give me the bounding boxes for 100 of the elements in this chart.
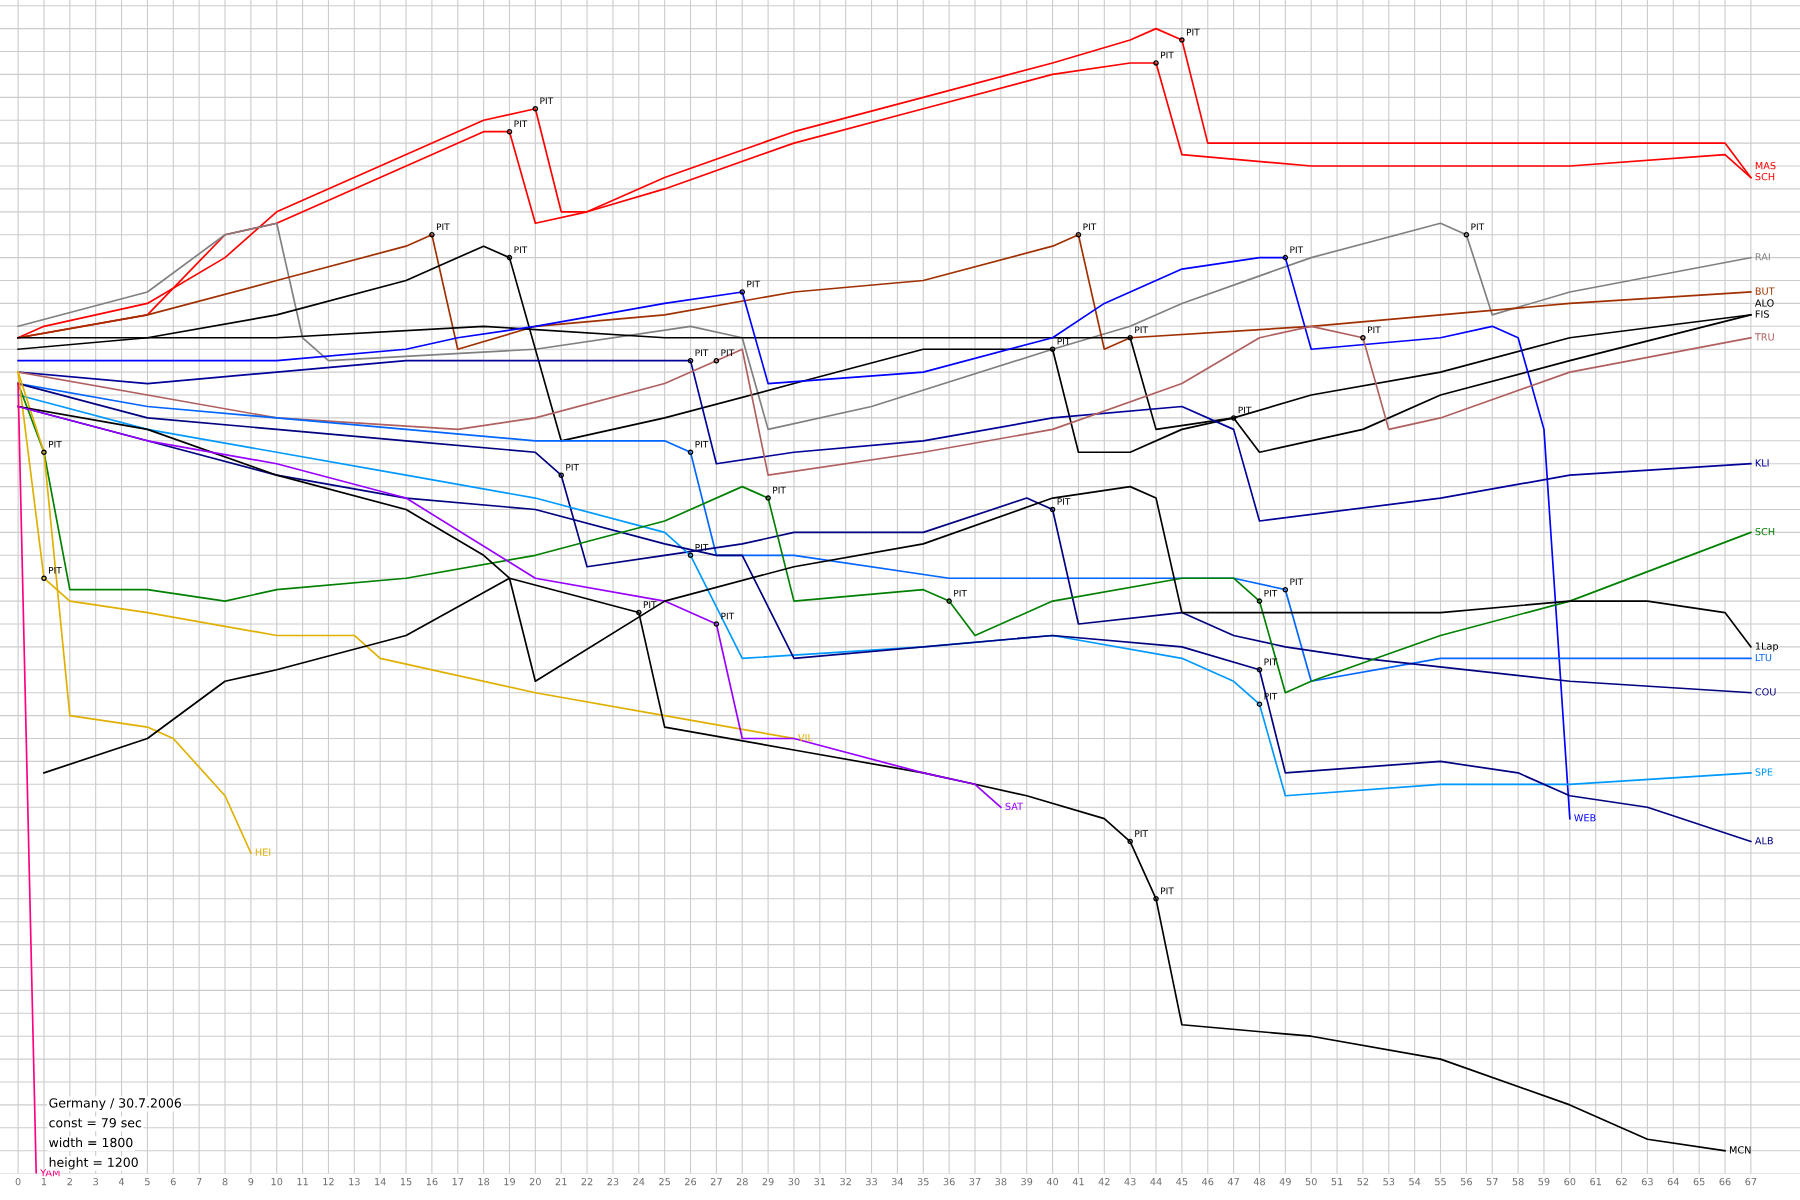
x-tick-label: 34 xyxy=(891,1177,904,1186)
x-tick-label: 49 xyxy=(1279,1177,1291,1186)
x-tick-label: 52 xyxy=(1357,1177,1369,1186)
x-tick-label: 56 xyxy=(1460,1177,1472,1186)
series-label: COU xyxy=(1755,688,1776,696)
x-tick-label: 29 xyxy=(762,1177,774,1186)
x-tick-label: 6 xyxy=(170,1177,176,1186)
series-label: RAI xyxy=(1755,253,1770,261)
annotation: PIT xyxy=(1471,223,1485,231)
annotation: PIT xyxy=(1057,337,1071,345)
x-tick-label: 41 xyxy=(1072,1178,1084,1186)
annotation: PIT xyxy=(721,612,735,620)
x-tick-label: 66 xyxy=(1719,1177,1731,1186)
series-label: 1Lap xyxy=(1755,642,1779,652)
x-tick-label: 50 xyxy=(1305,1177,1317,1186)
x-tick-label: 37 xyxy=(969,1177,981,1186)
x-tick-label: 48 xyxy=(1253,1177,1265,1186)
x-tick-label: 13 xyxy=(349,1177,360,1186)
x-tick-label: 47 xyxy=(1227,1178,1239,1186)
annotation: PIT xyxy=(1290,578,1304,586)
annotation: PIT xyxy=(954,589,967,597)
annotation: PIT xyxy=(1135,830,1148,837)
annotation: PIT xyxy=(773,486,786,494)
x-tick-label: 9 xyxy=(248,1177,254,1186)
x-tick-label: 30 xyxy=(788,1177,800,1186)
annotation: PIT xyxy=(566,463,580,471)
x-tick-label: 65 xyxy=(1693,1177,1705,1186)
annotation: PIT xyxy=(695,349,709,357)
x-tick-label: 43 xyxy=(1124,1177,1136,1186)
series-label: WEB xyxy=(1574,814,1596,822)
x-tick-label: 17 xyxy=(452,1178,464,1186)
annotation: PIT xyxy=(1367,326,1381,334)
x-tick-label: 42 xyxy=(1098,1177,1110,1186)
annotation: height = 1200 xyxy=(49,1157,138,1170)
annotation: width = 1800 xyxy=(49,1137,133,1148)
x-tick-label: 1 xyxy=(41,1178,47,1186)
x-tick-label: 63 xyxy=(1641,1177,1653,1186)
annotation: PIT xyxy=(540,97,554,105)
x-tick-label: 4 xyxy=(118,1178,125,1186)
x-tick-label: 5 xyxy=(145,1178,150,1186)
annotation: PIT xyxy=(1264,589,1278,597)
series-label: TRU xyxy=(1754,333,1774,341)
x-tick-label: 61 xyxy=(1590,1177,1601,1186)
series-label: MCN xyxy=(1729,1146,1751,1154)
x-tick-label: 26 xyxy=(685,1177,697,1186)
x-tick-label: 60 xyxy=(1564,1177,1576,1186)
annotation: PIT xyxy=(436,223,450,231)
x-tick-label: 40 xyxy=(1046,1177,1059,1186)
series-label: KLI xyxy=(1755,459,1769,467)
series-label: LTU xyxy=(1755,653,1772,662)
series-label: SCH xyxy=(1755,172,1775,181)
x-tick-label: 8 xyxy=(222,1177,228,1186)
x-tick-label: 59 xyxy=(1538,1177,1550,1186)
annotation: PIT xyxy=(695,441,709,448)
x-tick-label: 35 xyxy=(917,1177,929,1186)
x-tick-label: 2 xyxy=(67,1177,72,1186)
annotation: PIT xyxy=(1290,246,1304,253)
x-tick-label: 38 xyxy=(995,1177,1007,1186)
x-tick-label: 28 xyxy=(736,1177,748,1186)
series-label: SAT xyxy=(1005,802,1024,811)
annotation: PIT xyxy=(1083,223,1097,231)
x-tick-label: 14 xyxy=(375,1178,386,1186)
annotation: PIT xyxy=(1161,51,1174,59)
series-label: VIL xyxy=(798,734,813,742)
x-tick-label: 58 xyxy=(1512,1177,1524,1186)
x-tick-label: 31 xyxy=(814,1177,826,1186)
x-tick-label: 55 xyxy=(1435,1178,1446,1186)
x-tick-label: 64 xyxy=(1667,1177,1679,1186)
annotation: PIT xyxy=(643,601,657,608)
x-tick-label: 46 xyxy=(1202,1177,1214,1186)
x-tick-label: 45 xyxy=(1176,1178,1188,1186)
x-tick-label: 54 xyxy=(1409,1178,1421,1186)
x-tick-label: 7 xyxy=(196,1178,202,1186)
x-tick-label: 32 xyxy=(840,1177,851,1186)
series-label: MAS xyxy=(1755,161,1776,170)
x-tick-label: 24 xyxy=(633,1177,645,1186)
annotation: PIT xyxy=(1057,498,1071,505)
x-tick-label: 23 xyxy=(607,1177,619,1186)
annotation: PIT xyxy=(514,246,528,253)
annotation: Germany / 30.7.2006 xyxy=(49,1098,182,1111)
series-label: SCH xyxy=(1755,527,1775,536)
annotation: PIT xyxy=(1186,28,1200,36)
series-label: SPE xyxy=(1755,768,1773,776)
x-tick-label: 12 xyxy=(323,1177,334,1186)
x-tick-label: 51 xyxy=(1331,1178,1343,1186)
series-label: HEI xyxy=(255,848,271,856)
annotation: PIT xyxy=(1161,887,1174,895)
annotation: const = 79 sec xyxy=(49,1117,142,1128)
annotation: PIT xyxy=(721,349,735,357)
x-tick-label: 62 xyxy=(1616,1177,1627,1186)
x-tick-label: 3 xyxy=(93,1177,98,1186)
annotation: PIT xyxy=(514,120,528,128)
annotation: PIT xyxy=(49,441,62,448)
x-tick-label: 27 xyxy=(710,1177,722,1186)
x-tick-label: 57 xyxy=(1486,1178,1498,1186)
x-tick-label: 19 xyxy=(504,1177,515,1186)
x-tick-label: 15 xyxy=(400,1178,412,1186)
series-label: FIS xyxy=(1755,310,1769,318)
x-tick-label: 20 xyxy=(529,1177,541,1186)
series-label: ALO xyxy=(1754,299,1774,307)
